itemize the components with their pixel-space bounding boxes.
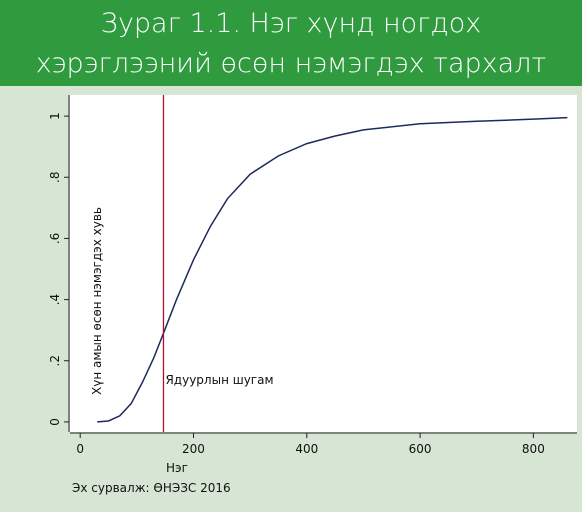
- chart-title: Зураг 1.1. Нэг хүнд ногдох: [101, 8, 481, 39]
- y-tick-label: .6: [48, 233, 62, 244]
- x-tick-label: 0: [76, 442, 84, 456]
- y-axis-label: Хүн амын өсөн нэмэгдэх хувь: [90, 207, 104, 395]
- x-axis-label: Нэг: [166, 461, 188, 475]
- x-tick-label: 200: [182, 442, 205, 456]
- poverty-line-label: Ядуурлын шугам: [165, 373, 273, 387]
- y-tick-label: .4: [48, 294, 62, 305]
- y-tick-label: 1: [48, 112, 62, 120]
- header: [0, 0, 582, 86]
- chart-title: хэрэглээний өсөн нэмэгдэх тархалт: [36, 48, 547, 79]
- y-tick-label: .8: [48, 172, 62, 183]
- x-tick-label: 800: [522, 442, 545, 456]
- y-tick-label: 0: [48, 418, 62, 426]
- source: Эх сурвалж: ӨНЭЗС 2016: [72, 481, 231, 495]
- x-tick-label: 400: [295, 442, 318, 456]
- x-tick-label: 600: [409, 442, 432, 456]
- line: [97, 116, 568, 423]
- y-tick-label: .2: [48, 355, 62, 366]
- plot-area: [70, 95, 577, 432]
